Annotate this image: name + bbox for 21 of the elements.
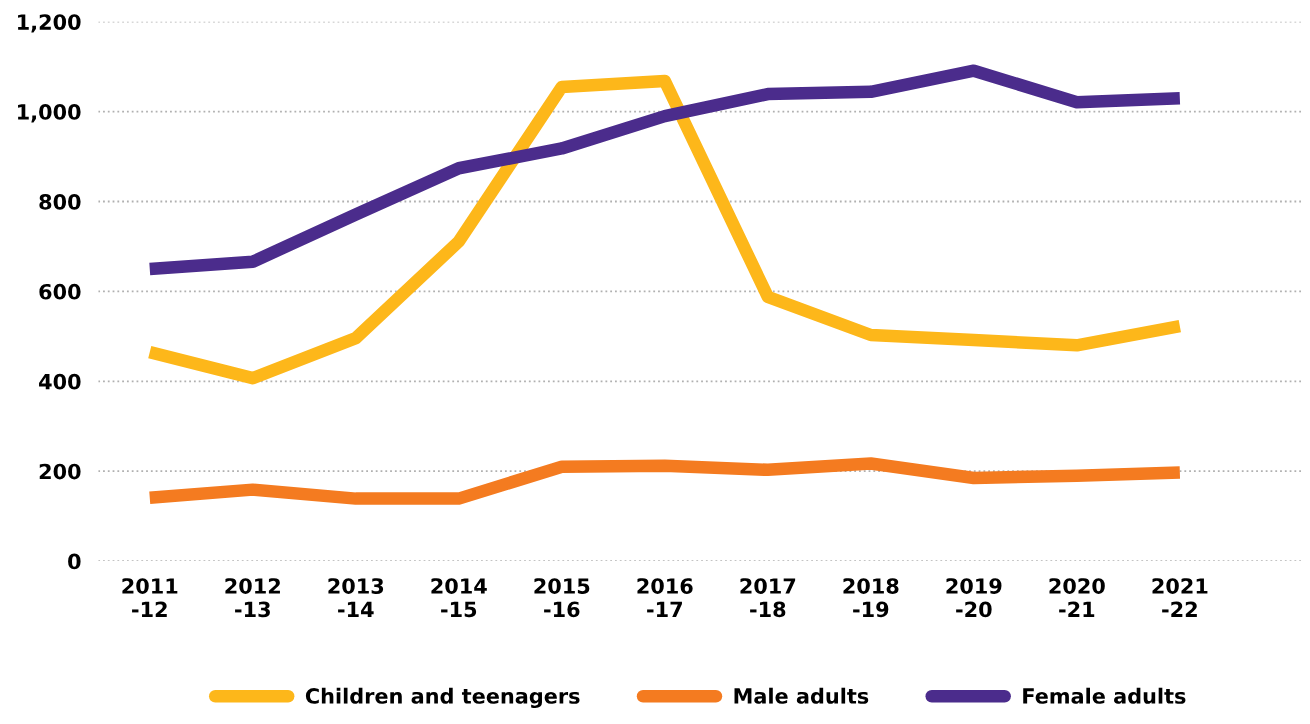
y-tick-label: 800: [39, 193, 81, 210]
x-tick-label: 2015 -16: [534, 578, 590, 618]
y-tick-label: 1,000: [18, 104, 81, 123]
x-tick-label: 2011 -12: [122, 578, 178, 617]
y-tick-label: 400: [39, 373, 81, 390]
x-tick-label: 2020 -21: [1049, 578, 1105, 617]
x-tick-label: 2013 -14: [328, 578, 384, 617]
legend-label: Children and teenagers: [305, 687, 580, 709]
legend-label: Male adults: [734, 687, 869, 704]
x-tick-label: 2014 -15: [431, 578, 487, 618]
x-tick-label: 2017 -18: [740, 578, 796, 618]
y-tick-label: 200: [39, 463, 81, 480]
x-tick-label: 2021 -22: [1152, 578, 1208, 617]
y-tick-label: 600: [39, 283, 81, 300]
x-tick-label: 2016 -17: [637, 578, 693, 617]
x-tick-label: 2019 -20: [946, 578, 1002, 618]
x-tick-label: 2018 -19: [843, 578, 899, 618]
y-tick-label: 1,200: [18, 14, 81, 33]
y-tick-label: 0: [68, 553, 81, 570]
x-tick-label: 2012 -13: [225, 578, 280, 618]
legend-label: Female adults: [1023, 687, 1186, 704]
